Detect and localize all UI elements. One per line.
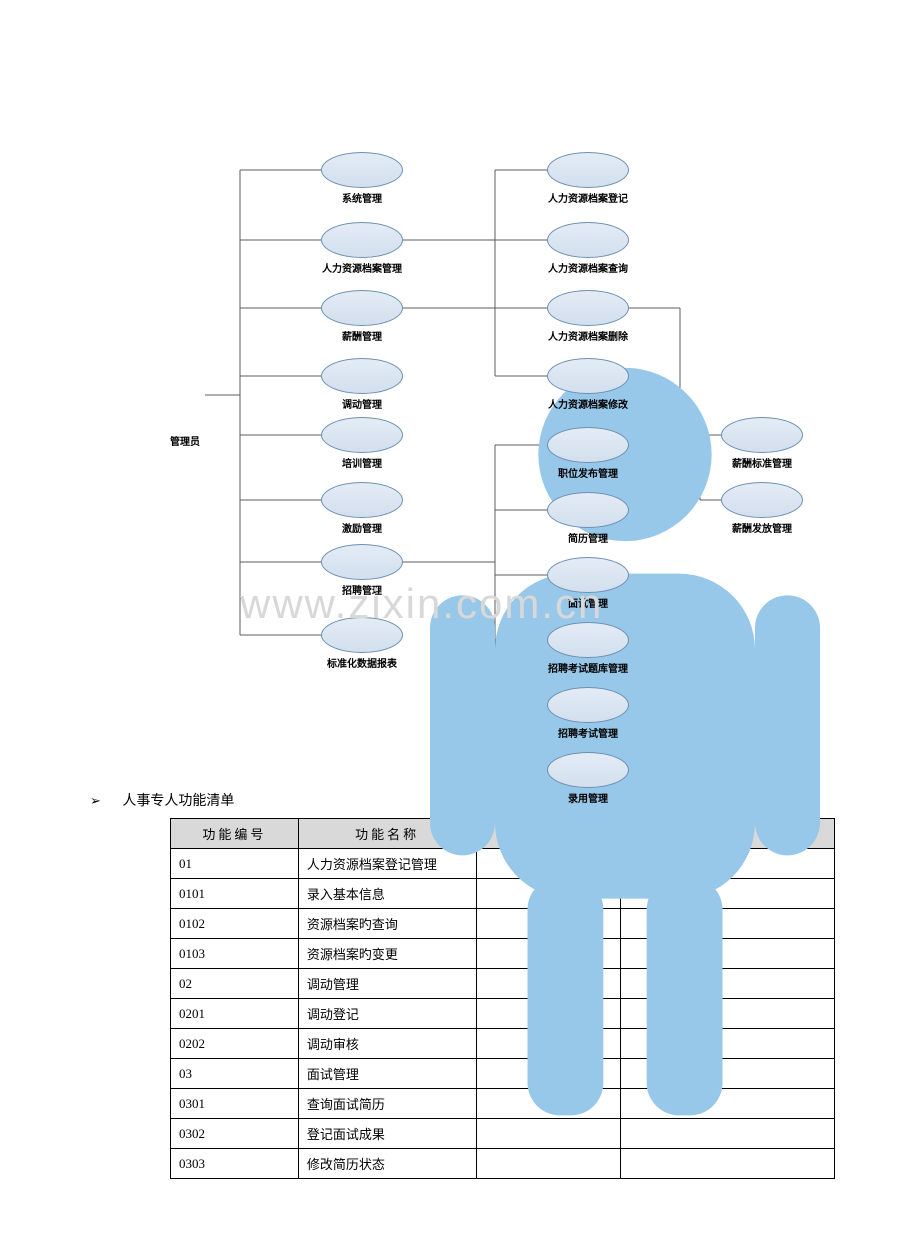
use-case-node bbox=[321, 222, 403, 258]
table-cell: 修改简历状态 bbox=[298, 1149, 476, 1179]
use-case-node bbox=[321, 152, 403, 188]
use-case-node bbox=[321, 358, 403, 394]
bullet-arrow-icon: ➢ bbox=[90, 793, 101, 809]
use-case-label: 系统管理 bbox=[292, 190, 432, 205]
use-case-node bbox=[321, 482, 403, 518]
use-case-node bbox=[547, 222, 629, 258]
use-case-label: 人力资源档案修改 bbox=[518, 396, 658, 411]
use-case-node bbox=[547, 752, 629, 788]
watermark-text: www.zixin.com.cn bbox=[240, 580, 603, 628]
use-case-label: 人力资源档案删除 bbox=[518, 328, 658, 343]
use-case-label: 人力资源档案登记 bbox=[518, 190, 658, 205]
use-case-node bbox=[721, 482, 803, 518]
use-case-label: 简历管理 bbox=[518, 530, 658, 545]
use-case-label: 调动管理 bbox=[292, 396, 432, 411]
use-case-label: 职位发布管理 bbox=[518, 465, 658, 480]
table-cell bbox=[476, 1149, 621, 1179]
table-row: 0303修改简历状态 bbox=[171, 1149, 835, 1179]
table-cell bbox=[621, 1149, 835, 1179]
use-case-node bbox=[547, 427, 629, 463]
table-cell: 0303 bbox=[171, 1149, 299, 1179]
use-case-label: 薪酬管理 bbox=[292, 328, 432, 343]
use-case-node bbox=[547, 687, 629, 723]
use-case-label: 招聘考试题库管理 bbox=[518, 660, 658, 675]
use-case-node bbox=[321, 544, 403, 580]
use-case-node bbox=[547, 358, 629, 394]
use-case-node bbox=[721, 417, 803, 453]
use-case-label: 薪酬标准管理 bbox=[692, 455, 832, 470]
use-case-label: 人力资源档案管理 bbox=[292, 260, 432, 275]
use-case-label: 录用管理 bbox=[518, 790, 658, 805]
use-case-node bbox=[547, 492, 629, 528]
use-case-node bbox=[547, 152, 629, 188]
use-case-label: 标准化数据报表 bbox=[292, 655, 432, 670]
use-case-label: 培训管理 bbox=[292, 455, 432, 470]
actor-label: 管理员 bbox=[155, 433, 215, 448]
use-case-label: 激励管理 bbox=[292, 520, 432, 535]
use-case-node bbox=[321, 417, 403, 453]
use-case-label: 人力资源档案查询 bbox=[518, 260, 658, 275]
use-case-label: 薪酬发放管理 bbox=[692, 520, 832, 535]
use-case-node bbox=[321, 290, 403, 326]
use-case-label: 招聘考试管理 bbox=[518, 725, 658, 740]
use-case-diagram: 管理员系统管理人力资源档案管理薪酬管理调动管理培训管理激励管理招聘管理标准化数据… bbox=[0, 0, 920, 780]
use-case-node bbox=[547, 290, 629, 326]
